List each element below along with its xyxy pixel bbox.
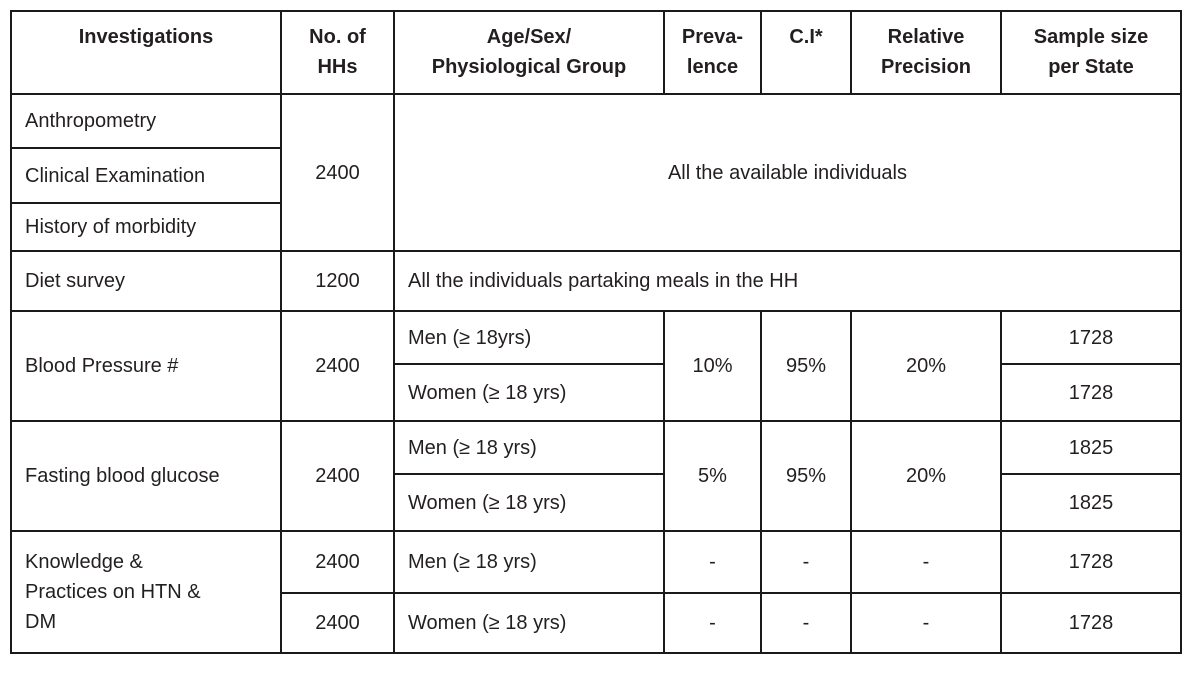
header-no-of-hhs-line2: HHs (317, 56, 358, 78)
cell-investigation-kp-line2: Practices on HTN & (25, 581, 201, 603)
cell-investigation-kp-line3: DM (25, 611, 57, 633)
header-age-sex-group: Age/Sex/ Physiological Group (393, 10, 665, 95)
cell-hhs-kp-women: 2400 (280, 592, 395, 654)
cell-investigation-kp-line1: Knowledge & (25, 551, 143, 573)
header-relative-precision: Relative Precision (850, 10, 1002, 95)
cell-ci-fbg: 95% (760, 420, 852, 532)
cell-ci-kp-women: - (760, 592, 852, 654)
cell-investigation-bp: Blood Pressure # (10, 310, 282, 422)
cell-relative-precision-fbg: 20% (850, 420, 1002, 532)
cell-hhs-kp-men: 2400 (280, 530, 395, 594)
cell-hhs-diet: 1200 (280, 250, 395, 312)
cell-sample-fbg-men: 1825 (1000, 420, 1182, 475)
cell-sample-kp-women: 1728 (1000, 592, 1182, 654)
cell-group-diet: All the individuals partaking meals in t… (393, 250, 1182, 312)
cell-investigation-anthropometry: Anthropometry (10, 93, 282, 149)
row-knowledge-practices-women: 2400 Women (≥ 18 yrs) - - - 1728 (11, 592, 1182, 654)
header-ci: C.I* (760, 10, 852, 95)
header-ci-label: C.I* (789, 26, 823, 48)
cell-prevalence-fbg: 5% (663, 420, 762, 532)
cell-group-kp-women: Women (≥ 18 yrs) (393, 592, 665, 654)
cell-prevalence-kp-women: - (663, 592, 762, 654)
row-diet-survey: Diet survey 1200 All the individuals par… (10, 250, 1182, 312)
cell-group-fbg-men: Men (≥ 18 yrs) (393, 420, 665, 475)
cell-sample-kp-men: 1728 (1000, 530, 1182, 594)
header-row: Investigations No. of HHs Age/Sex/ Physi… (10, 10, 1182, 95)
cell-investigation-diet: Diet survey (10, 250, 282, 312)
cell-prevalence-kp-men: - (663, 530, 762, 594)
cell-group-bp-women: Women (≥ 18 yrs) (393, 363, 665, 422)
row-anthropometry: Anthropometry 2400 All the available ind… (10, 93, 1182, 252)
cell-sample-bp-men: 1728 (1000, 310, 1182, 365)
cell-hhs-anthro-block: 2400 (280, 93, 395, 252)
header-investigations: Investigations (10, 10, 282, 95)
cell-investigation-kp: Knowledge & Practices on HTN & DM (10, 530, 282, 654)
header-age-sex-line2: Physiological Group (431, 56, 627, 78)
header-sample-size-line1: Sample size (1033, 26, 1149, 48)
cell-group-all-available: All the available individuals (393, 93, 1182, 252)
row-knowledge-practices-men: Knowledge & Practices on HTN & DM 2400 M… (10, 530, 1182, 654)
cell-relative-precision-bp: 20% (850, 310, 1002, 422)
row-blood-pressure-women: Women (≥ 18 yrs) 1728 (11, 363, 1182, 422)
row-fasting-glucose-men: Fasting blood glucose 2400 Men (≥ 18 yrs… (10, 420, 1182, 532)
row-history-of-morbidity: History of morbidity (10, 202, 1181, 252)
cell-prevalence-bp: 10% (663, 310, 762, 422)
header-prevalence-line1: Preva- (681, 26, 744, 48)
row-fasting-glucose-women: Women (≥ 18 yrs) 1825 (11, 473, 1182, 532)
cell-group-fbg-women: Women (≥ 18 yrs) (393, 473, 665, 532)
sampling-plan-table: Investigations No. of HHs Age/Sex/ Physi… (10, 10, 1182, 654)
header-relative-precision-line2: Precision (880, 56, 972, 78)
header-no-of-hhs: No. of HHs (280, 10, 395, 95)
header-prevalence-line2: lence (686, 56, 739, 78)
cell-relative-precision-kp-men: - (850, 530, 1002, 594)
cell-investigation-clinical: Clinical Examination (10, 147, 282, 204)
cell-ci-kp-men: - (760, 530, 852, 594)
cell-sample-bp-women: 1728 (1000, 363, 1182, 422)
cell-investigation-history: History of morbidity (10, 202, 282, 252)
cell-hhs-fbg: 2400 (280, 420, 395, 532)
row-clinical-examination: Clinical Examination (10, 147, 1181, 204)
cell-investigation-fbg: Fasting blood glucose (10, 420, 282, 532)
cell-group-kp-men: Men (≥ 18 yrs) (393, 530, 665, 594)
cell-group-bp-men: Men (≥ 18yrs) (393, 310, 665, 365)
header-no-of-hhs-line1: No. of (309, 26, 366, 48)
header-age-sex-line1: Age/Sex/ (486, 26, 572, 48)
header-sample-size-line2: per State (1048, 56, 1134, 78)
header-sample-size: Sample size per State (1000, 10, 1182, 95)
cell-ci-bp: 95% (760, 310, 852, 422)
cell-relative-precision-kp-women: - (850, 592, 1002, 654)
header-prevalence: Preva- lence (663, 10, 762, 95)
cell-sample-fbg-women: 1825 (1000, 473, 1182, 532)
cell-hhs-bp: 2400 (280, 310, 395, 422)
header-relative-precision-line1: Relative (887, 26, 965, 48)
row-blood-pressure-men: Blood Pressure # 2400 Men (≥ 18yrs) 10% … (10, 310, 1182, 422)
header-investigations-label: Investigations (78, 26, 214, 48)
